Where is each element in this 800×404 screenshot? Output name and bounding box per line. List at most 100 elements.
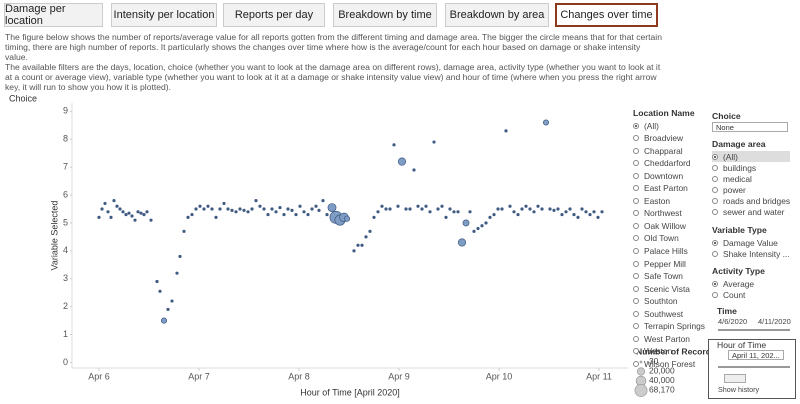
data-point (528, 207, 532, 211)
radio[interactable] (712, 175, 718, 182)
data-point (262, 207, 266, 211)
filter-option[interactable]: Easton (633, 195, 670, 206)
filter-option[interactable]: Wilson Forest (633, 358, 695, 369)
filter-option[interactable]: (All) (712, 151, 790, 162)
filter-option[interactable]: sewer and water (712, 206, 784, 217)
filter-option[interactable]: Old Town (633, 233, 679, 244)
radio[interactable] (633, 310, 639, 317)
filter-title: Variable Type (712, 225, 767, 235)
filter-option[interactable]: Palace Hills (633, 246, 688, 257)
filter-option[interactable]: Chapparal (633, 145, 683, 156)
filter-option[interactable]: Average (712, 278, 754, 289)
data-point (170, 299, 174, 303)
radio[interactable] (633, 348, 639, 355)
tab[interactable]: Reports per day (223, 3, 325, 27)
data-point (130, 214, 134, 218)
filter-option[interactable]: Shake Intensity ... (712, 248, 790, 259)
filter-option[interactable]: medical (712, 173, 752, 184)
radio[interactable] (633, 273, 639, 280)
radio[interactable] (712, 250, 718, 257)
radio[interactable] (633, 360, 639, 367)
tab[interactable]: Breakdown by area (445, 3, 549, 27)
tab[interactable]: Intensity per location (111, 3, 217, 27)
hour-slider[interactable] (718, 366, 790, 368)
radio[interactable] (633, 235, 639, 242)
radio[interactable] (712, 280, 718, 287)
radio[interactable] (633, 298, 639, 305)
filter-option[interactable]: power (712, 184, 746, 195)
data-point (186, 215, 190, 219)
option-label: Northwest (644, 208, 682, 219)
option-label: roads and bridges (723, 195, 791, 206)
filter-option[interactable]: Scenic Vista (633, 283, 690, 294)
filter-title: Hour of Time (717, 340, 767, 350)
hour-dropdown[interactable]: April 11, 202... (728, 350, 784, 360)
radio[interactable] (712, 208, 718, 215)
data-point (270, 207, 274, 211)
time-slider[interactable] (718, 329, 790, 331)
radio[interactable] (633, 147, 639, 154)
filter-option[interactable]: Northwest (633, 208, 682, 219)
tab[interactable]: Changes over time (555, 3, 658, 27)
data-point (118, 207, 122, 211)
filter-option[interactable]: (All) (633, 120, 659, 131)
radio[interactable] (633, 323, 639, 330)
radio[interactable] (633, 185, 639, 192)
radio[interactable] (633, 248, 639, 254)
data-point (560, 212, 564, 217)
filter-option[interactable]: Damage Value (712, 237, 778, 248)
data-point (384, 207, 388, 211)
option-label: Cheddarford (644, 158, 691, 169)
radio[interactable] (633, 172, 639, 179)
data-point (282, 212, 286, 217)
data-point (166, 307, 170, 312)
radio[interactable] (712, 197, 718, 204)
radio[interactable] (712, 164, 718, 171)
radio[interactable] (712, 153, 718, 160)
data-point (218, 207, 222, 211)
radio[interactable] (633, 335, 639, 342)
filter-option[interactable]: Weston (633, 346, 672, 357)
radio[interactable] (712, 239, 718, 246)
radio[interactable] (633, 210, 639, 217)
radio[interactable] (712, 186, 718, 193)
radio[interactable] (633, 197, 639, 204)
tab[interactable]: Breakdown by time (333, 3, 437, 27)
play-controls[interactable] (724, 374, 746, 383)
radio[interactable] (633, 222, 639, 229)
filter-option[interactable]: buildings (712, 162, 756, 173)
data-point (139, 211, 143, 215)
tab[interactable]: Damage per location (4, 3, 103, 27)
data-point (286, 207, 290, 211)
filter-option[interactable]: Pepper Mill (633, 258, 686, 269)
filter-option[interactable]: Southwest (633, 308, 683, 319)
data-point (266, 212, 270, 217)
filter-option[interactable]: Southton (633, 296, 678, 307)
data-point (226, 207, 230, 211)
data-point (242, 208, 246, 212)
radio[interactable] (633, 260, 639, 267)
filter-option[interactable]: Broadview (633, 133, 683, 144)
radio[interactable] (712, 291, 718, 298)
data-point (552, 208, 556, 212)
radio[interactable] (633, 160, 639, 167)
filter-option[interactable]: Safe Town (633, 271, 683, 282)
filter-option[interactable]: Count (712, 289, 745, 300)
filter-option[interactable]: Oak Willow (633, 220, 686, 231)
filter-option[interactable]: Downtown (633, 170, 683, 181)
filter-option[interactable]: West Parton (633, 333, 690, 344)
filter-option[interactable]: Cheddarford (633, 158, 691, 169)
data-point (158, 289, 162, 293)
radio[interactable] (633, 135, 639, 142)
history-toggle[interactable]: Show history (718, 385, 760, 394)
radio[interactable] (633, 285, 639, 292)
filter-option[interactable]: roads and bridges (712, 195, 790, 206)
dropdown[interactable]: None (712, 122, 788, 132)
filter-option[interactable]: East Parton (633, 183, 688, 194)
radio[interactable] (633, 122, 639, 129)
size-legend-label: 68,170 (649, 385, 675, 395)
option-label: Safe Town (644, 271, 683, 282)
filter-option[interactable]: Terrapin Springs (633, 321, 705, 332)
option-label: Weston (644, 346, 673, 357)
